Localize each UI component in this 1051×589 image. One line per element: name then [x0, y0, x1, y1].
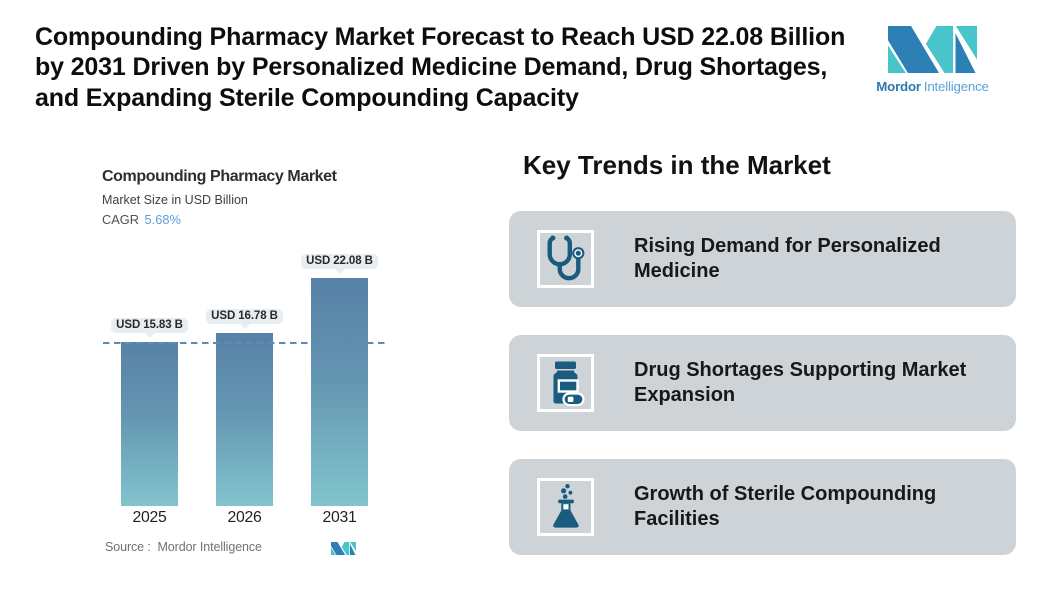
bar-value-label-2031: USD 22.08 B: [300, 253, 379, 269]
flask-icon: [537, 478, 594, 536]
trend-card-text: Drug Shortages Supporting Market Expansi…: [634, 358, 967, 407]
key-trends-heading: Key Trends in the Market: [523, 150, 831, 180]
chart-title: Compounding Pharmacy Market: [102, 168, 337, 185]
x-axis-label-2025: 2025: [132, 509, 167, 526]
stethoscope-icon: [537, 230, 594, 288]
logo-word-intelligence: Intelligence: [923, 79, 989, 94]
logo-wordmark: Mordor Intelligence: [876, 79, 989, 94]
cagr-value: 5.68%: [144, 212, 181, 227]
bar-value-label-tail: [334, 269, 345, 274]
mini-logo-icon: [331, 542, 356, 556]
x-axis-label-2026: 2026: [227, 509, 262, 526]
trend-card-text: Rising Demand for Personalized Medicine: [634, 234, 941, 283]
bar-2031: [311, 278, 368, 506]
page-title-line-2: by 2031 Driven by Personalized Medicine …: [35, 53, 828, 82]
page-title: Compounding Pharmacy Market Forecast to …: [35, 22, 845, 113]
trend-card-drug-shortages: Drug Shortages Supporting Market Expansi…: [509, 335, 1016, 431]
source-attribution: Source : Mordor Intelligence: [105, 540, 262, 554]
bar-group-2031: USD 22.08 B: [300, 253, 379, 506]
bar-2026: [216, 333, 273, 506]
bar-value-label-tail: [239, 324, 250, 329]
logo-word-mordor: Mordor: [876, 79, 921, 94]
x-axis-label-2031: 2031: [322, 509, 357, 526]
chart-subtitle: Market Size in USD Billion: [102, 193, 248, 207]
cagr-label: CAGR: [102, 212, 139, 227]
mordor-intelligence-logo: Mordor Intelligence: [876, 26, 989, 94]
reference-dashed-line: [103, 342, 386, 344]
bar-group-2025: USD 15.83 B: [110, 317, 189, 506]
page-title-line-1: Compounding Pharmacy Market Forecast to …: [35, 23, 846, 51]
bar-value-label-tail: [144, 333, 155, 338]
mordor-logo-icon: [888, 26, 977, 73]
bar-value-label-2025: USD 15.83 B: [110, 317, 189, 333]
bar-group-2026: USD 16.78 B: [205, 308, 284, 506]
trend-card-personalized-medicine: Rising Demand for Personalized Medicine: [509, 211, 1016, 307]
bar-value-label-2026: USD 16.78 B: [205, 308, 284, 324]
bar-2025: [121, 342, 178, 506]
pill-bottle-icon: [537, 354, 594, 412]
trend-card-sterile-compounding: Growth of Sterile Compounding Facilities: [509, 459, 1016, 555]
page-title-line-3: and Expanding Sterile Compounding Capaci…: [35, 83, 579, 112]
chart-cagr: CAGR 5.68%: [102, 212, 181, 227]
trend-card-text: Growth of Sterile Compounding Facilities: [634, 482, 937, 531]
